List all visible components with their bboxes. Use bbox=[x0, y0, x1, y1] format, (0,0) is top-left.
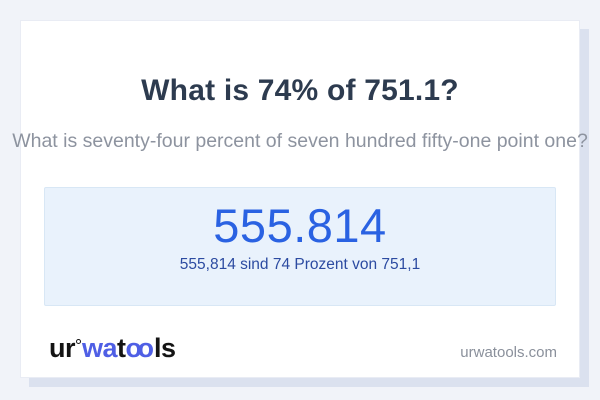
logo-part-ls: ls bbox=[154, 333, 176, 363]
card-footer: ur watoo ls urwatools.com bbox=[49, 333, 557, 364]
website-link[interactable]: urwatools.com bbox=[460, 344, 557, 361]
page-title: What is 74% of 751.1? bbox=[141, 74, 459, 107]
question-in-words: What is seventy-four percent of seven hu… bbox=[12, 130, 588, 152]
urwatools-logo[interactable]: ur watoo ls bbox=[49, 333, 176, 364]
answer-value: 555.814 bbox=[213, 199, 387, 252]
answer-description: 555,814 sind 74 Prozent von 751,1 bbox=[179, 256, 421, 273]
logo-part-ur: ur bbox=[49, 333, 76, 363]
degree-ring-icon bbox=[76, 339, 81, 344]
calculator-result-card: What is 74% of 751.1? What is seventy-fo… bbox=[12, 20, 588, 378]
logo-part-t: t bbox=[117, 333, 126, 363]
logo-part-wa: wa bbox=[82, 333, 118, 363]
answer-box: 555.814 555,814 sind 74 Prozent von 751,… bbox=[44, 187, 556, 306]
logo-glasses-oo-icon: oo bbox=[125, 333, 155, 363]
